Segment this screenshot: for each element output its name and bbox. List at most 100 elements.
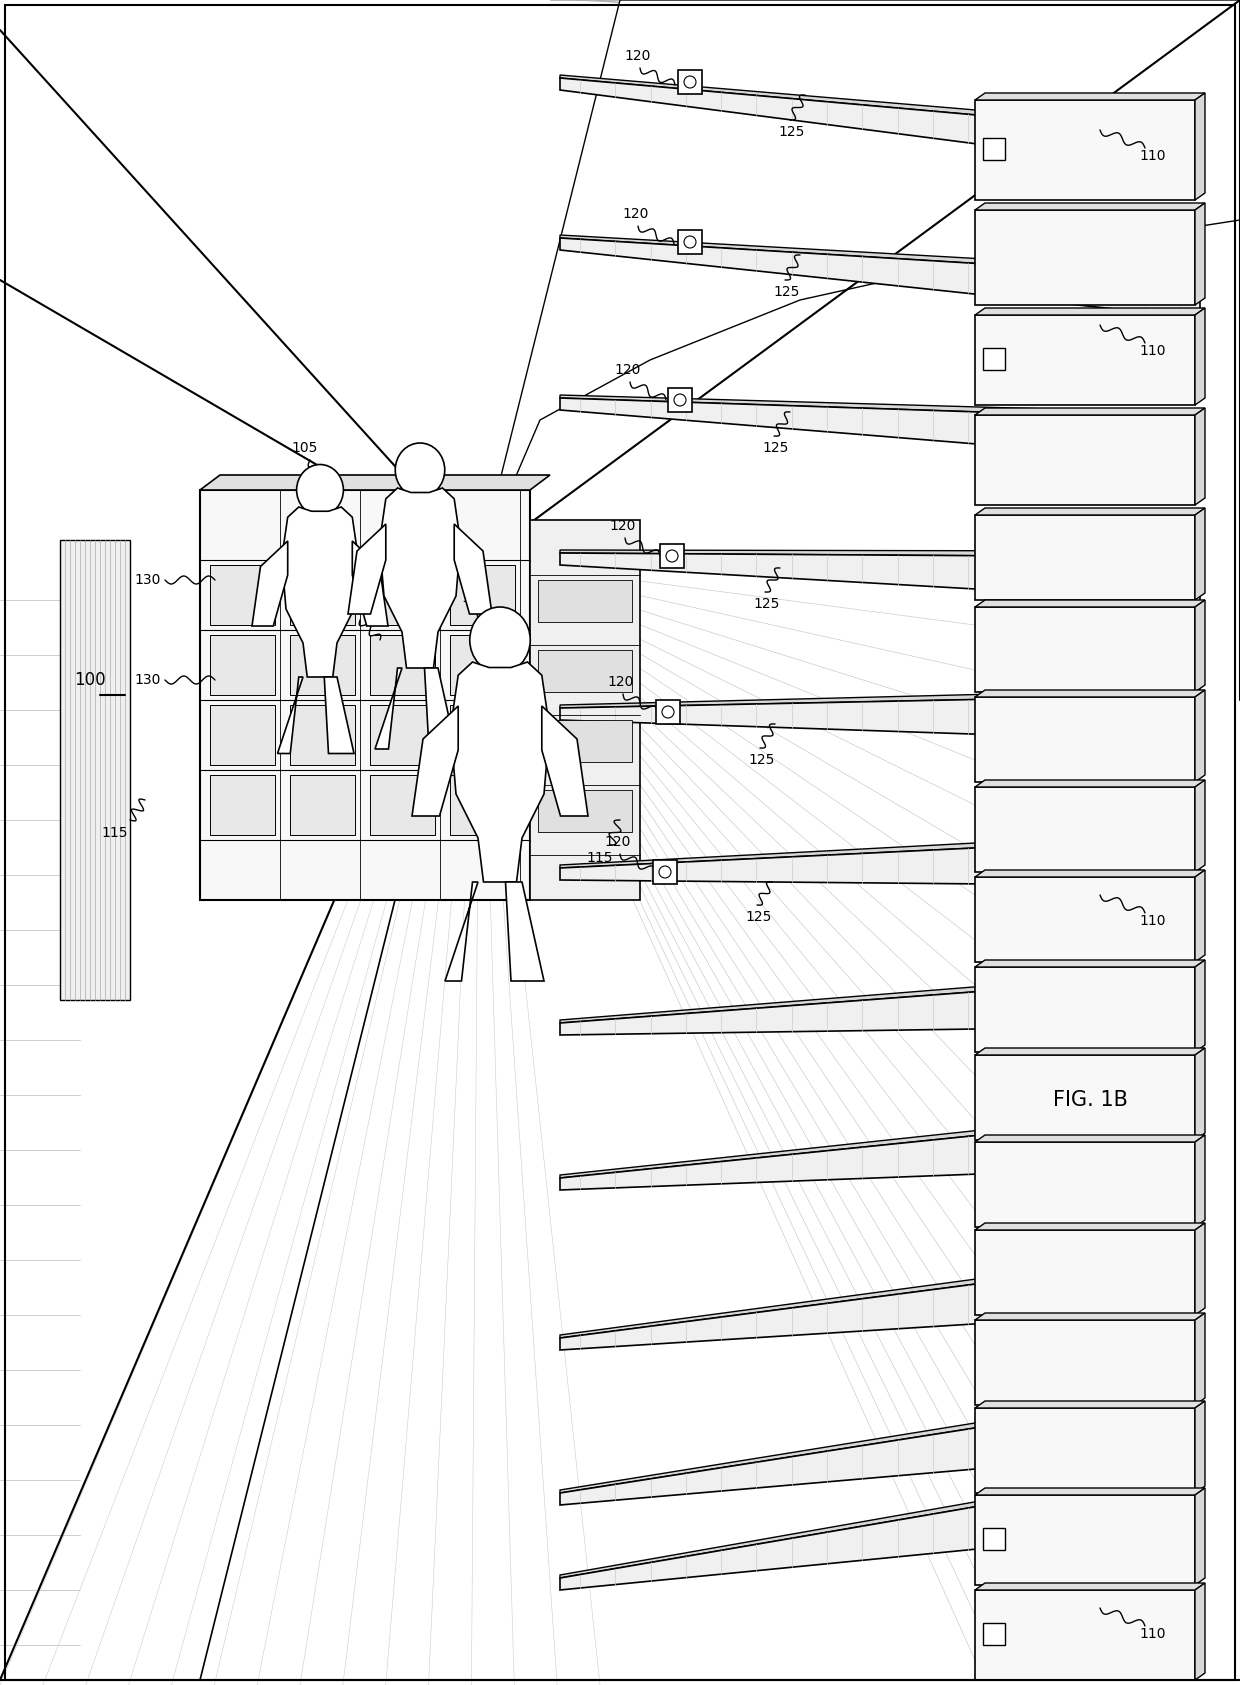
Polygon shape xyxy=(975,93,1205,99)
Bar xyxy=(975,607,1195,693)
Polygon shape xyxy=(975,1223,1205,1230)
Bar xyxy=(975,1591,1195,1680)
Polygon shape xyxy=(560,689,1200,708)
Polygon shape xyxy=(348,524,386,613)
Polygon shape xyxy=(975,780,1205,787)
Polygon shape xyxy=(975,1582,1205,1591)
Polygon shape xyxy=(506,881,544,981)
Bar xyxy=(450,704,515,765)
Text: 125: 125 xyxy=(763,441,789,455)
Polygon shape xyxy=(560,976,1200,1035)
Polygon shape xyxy=(200,475,551,490)
Bar xyxy=(975,787,1195,873)
Polygon shape xyxy=(560,398,1200,462)
Polygon shape xyxy=(1195,308,1205,404)
Bar xyxy=(290,564,355,625)
Polygon shape xyxy=(281,507,358,677)
Bar xyxy=(983,1623,1004,1645)
Text: 110: 110 xyxy=(1140,344,1167,357)
Bar xyxy=(975,1319,1195,1405)
Bar xyxy=(210,635,275,694)
Circle shape xyxy=(662,706,675,718)
Polygon shape xyxy=(560,831,1200,868)
Polygon shape xyxy=(1195,202,1205,305)
Polygon shape xyxy=(379,489,460,667)
Polygon shape xyxy=(560,969,1200,1023)
Bar xyxy=(290,775,355,836)
Polygon shape xyxy=(1195,1488,1205,1586)
Bar xyxy=(975,1230,1195,1314)
Bar xyxy=(668,388,692,413)
Bar xyxy=(975,315,1195,404)
Bar xyxy=(370,635,435,694)
Polygon shape xyxy=(975,960,1205,967)
Polygon shape xyxy=(975,1488,1205,1495)
Polygon shape xyxy=(560,1107,1200,1178)
Bar xyxy=(975,967,1195,1051)
Polygon shape xyxy=(975,600,1205,607)
Ellipse shape xyxy=(470,607,531,672)
Text: 115: 115 xyxy=(102,826,128,841)
Polygon shape xyxy=(560,694,1200,741)
Text: 110: 110 xyxy=(1140,148,1167,163)
Polygon shape xyxy=(529,521,640,900)
Text: 120: 120 xyxy=(625,49,651,62)
Bar xyxy=(210,564,275,625)
Circle shape xyxy=(666,549,678,563)
Polygon shape xyxy=(445,881,477,981)
Polygon shape xyxy=(324,677,353,753)
Bar xyxy=(538,790,632,832)
Polygon shape xyxy=(1195,507,1205,600)
Text: 120: 120 xyxy=(605,836,631,849)
Polygon shape xyxy=(1195,1223,1205,1314)
Polygon shape xyxy=(480,0,1240,559)
Polygon shape xyxy=(975,1400,1205,1409)
Polygon shape xyxy=(560,1112,1200,1190)
Text: 120: 120 xyxy=(610,519,636,532)
Text: 110: 110 xyxy=(1140,913,1167,928)
Bar xyxy=(450,564,515,625)
Bar xyxy=(975,1055,1195,1141)
Text: 110: 110 xyxy=(1140,1628,1167,1641)
Bar xyxy=(975,698,1195,782)
Polygon shape xyxy=(252,541,288,627)
Bar xyxy=(370,564,435,625)
Circle shape xyxy=(658,866,671,878)
Text: 115: 115 xyxy=(587,851,614,864)
Bar xyxy=(538,719,632,762)
Text: 125: 125 xyxy=(779,125,805,138)
Text: 105: 105 xyxy=(291,441,319,455)
Polygon shape xyxy=(975,869,1205,876)
Text: 125: 125 xyxy=(754,596,780,612)
Bar xyxy=(660,544,684,568)
Circle shape xyxy=(684,76,696,88)
Text: 130: 130 xyxy=(337,603,363,617)
Polygon shape xyxy=(1195,1313,1205,1405)
Polygon shape xyxy=(560,1255,1200,1350)
Polygon shape xyxy=(1195,1582,1205,1680)
Bar xyxy=(656,699,680,725)
Polygon shape xyxy=(560,1463,1200,1577)
Circle shape xyxy=(684,236,696,248)
Polygon shape xyxy=(1195,780,1205,873)
Ellipse shape xyxy=(396,443,445,497)
Bar xyxy=(210,775,275,836)
Text: 120: 120 xyxy=(622,207,650,221)
Bar xyxy=(983,138,1004,160)
Polygon shape xyxy=(560,1249,1200,1338)
Polygon shape xyxy=(542,706,588,816)
Polygon shape xyxy=(1195,600,1205,693)
Text: 125: 125 xyxy=(774,285,800,298)
Polygon shape xyxy=(412,706,459,816)
Polygon shape xyxy=(560,1387,1200,1493)
Text: 125: 125 xyxy=(745,910,773,923)
Ellipse shape xyxy=(296,465,343,516)
Polygon shape xyxy=(560,549,1200,558)
Bar xyxy=(450,635,515,694)
Polygon shape xyxy=(200,490,529,900)
Text: 105: 105 xyxy=(461,591,489,605)
Polygon shape xyxy=(560,1468,1200,1591)
Polygon shape xyxy=(560,238,1200,318)
Bar xyxy=(370,775,435,836)
Polygon shape xyxy=(450,662,549,881)
